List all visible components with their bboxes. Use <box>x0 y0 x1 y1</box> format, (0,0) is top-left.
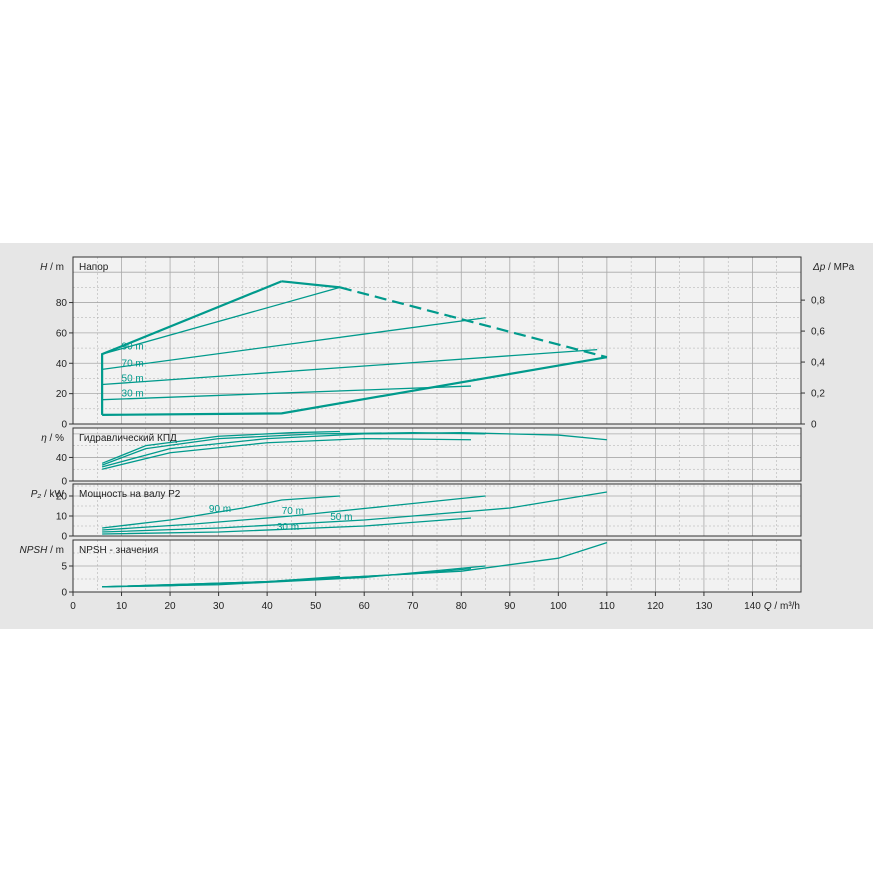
series-line-power-50m <box>102 491 607 533</box>
y-axis-title-head: H / m <box>40 262 64 273</box>
right-tick-label: 0,4 <box>811 358 825 369</box>
series-line-npsh-30m <box>102 567 472 588</box>
envelope-bottom <box>102 356 608 416</box>
panel-title-power: Мощность на валу P2 <box>79 489 181 500</box>
x-tick-label: 40 <box>262 601 274 612</box>
y-tick-label: 0 <box>61 532 67 543</box>
y-axis-title-head-unit: / m <box>47 262 64 273</box>
panel-frame <box>72 427 802 482</box>
right-tick-label: 0,8 <box>811 296 825 307</box>
right-tick-label: 0,6 <box>811 327 825 338</box>
series-line-efficiency-50m <box>101 432 607 468</box>
y-tick-label: 20 <box>56 389 68 400</box>
series-line-npsh-70m <box>102 565 486 588</box>
x-tick-label: 30 <box>213 601 225 612</box>
curve-label-power: 70 m <box>282 506 304 517</box>
right-axis-title-var: Δp <box>812 262 826 273</box>
curve-label-power: 90 m <box>209 504 231 515</box>
y-axis-title-efficiency-var: η <box>41 433 47 444</box>
x-tick-label: 130 <box>696 601 713 612</box>
right-tick-label: 0 <box>811 420 817 431</box>
x-tick-label: 110 <box>599 601 615 612</box>
pump-curve-chart: 0 20 40 60 80 Напор 0 0,2 0,4 0,6 0,8 90 m 70 m 50 m 3… <box>0 243 873 629</box>
y-tick-label: 60 <box>56 328 68 339</box>
panel-frame <box>72 256 802 425</box>
x-axis-title: Q / m³/h <box>764 601 800 612</box>
y-axis-title-npsh-unit: / m <box>47 545 64 556</box>
x-axis-title-var: Q <box>764 601 772 612</box>
panel-efficiency: 0 40 Гидравлический КПД <box>56 427 802 488</box>
series-line-power-30m <box>102 517 472 535</box>
curve-label-head: 30 m <box>122 389 144 400</box>
series-line-power-70m <box>102 495 486 531</box>
curve-label-power: 50 m <box>330 512 352 523</box>
x-tick-label: 90 <box>504 601 516 612</box>
y-tick-label: 40 <box>56 359 68 370</box>
y-axis-title-efficiency-unit: / % <box>47 433 64 444</box>
y-tick-label: 0 <box>61 420 67 431</box>
y-tick-label: 0 <box>61 588 67 599</box>
series-line-head-70m <box>102 317 486 370</box>
x-tick-label: 140 <box>744 601 761 612</box>
y-axis-title-head-var: H <box>40 262 48 273</box>
y-axis-title-power-unit: / kW <box>41 489 64 500</box>
y-axis-title-power: P₂ / kW <box>31 489 65 500</box>
envelope-solid <box>101 280 283 415</box>
series-line-efficiency-90m <box>101 430 340 464</box>
curve-label-head: 90 m <box>122 342 144 353</box>
series-line-efficiency-30m <box>101 437 471 470</box>
chart-svg: 0 20 40 60 80 Напор 0 0,2 0,4 0,6 0,8 90 m 70 m 50 m 3… <box>20 256 855 612</box>
y-tick-label: 0 <box>61 477 67 488</box>
x-tick-label: 80 <box>456 601 468 612</box>
y-tick-label: 20 <box>56 492 68 503</box>
x-tick-label: 60 <box>359 601 371 612</box>
right-tick-label: 0,2 <box>811 389 825 400</box>
panel-title-efficiency: Гидравлический КПД <box>79 433 177 444</box>
y-tick-label: 80 <box>56 298 68 309</box>
panel-title-npsh: NPSH - значения <box>79 545 158 556</box>
y-tick-label: 10 <box>56 512 68 523</box>
panel-power: 0 10 20 Мощность на валу P2 90 m 70 m 50 m 30 m <box>56 483 802 543</box>
panel-title-head: Напор <box>79 262 109 273</box>
curve-label-head: 70 m <box>122 358 144 369</box>
y-axis-title-power-var: P₂ <box>31 489 42 500</box>
y-axis-title-efficiency: η / % <box>41 433 64 444</box>
series-line-head-90m <box>101 286 341 355</box>
y-tick-label: 5 <box>61 562 67 573</box>
panel-head: 0 20 40 60 80 Напор 0 0,2 0,4 0,6 0,8 90 m 70 m 50 m 3… <box>56 256 825 431</box>
y-axis-title-npsh-var: NPSH <box>20 545 49 556</box>
right-axis-title-unit: / MPa <box>825 262 854 273</box>
panel-frame <box>72 483 802 537</box>
x-tick-label: 0 <box>70 601 76 612</box>
x-tick-label: 20 <box>165 601 177 612</box>
curve-label-head: 50 m <box>122 373 144 384</box>
envelope-dashed <box>339 286 608 359</box>
series-line-head-50m <box>102 348 598 386</box>
x-tick-label: 100 <box>550 601 567 612</box>
x-tick-label: 70 <box>407 601 419 612</box>
x-tick-label: 120 <box>647 601 664 612</box>
x-axis-title-unit: / m³/h <box>772 601 800 612</box>
y-axis-title-npsh: NPSH / m <box>20 545 64 556</box>
x-tick-label: 50 <box>310 601 322 612</box>
panel-npsh: 0 5 NPSH - значения <box>61 539 802 599</box>
series-line-head-30m <box>102 385 471 401</box>
envelope-top <box>281 280 341 289</box>
x-tick-label: 10 <box>116 601 128 612</box>
curve-label-power: 30 m <box>277 522 299 533</box>
right-axis-title: Δp / MPa <box>812 262 855 273</box>
y-tick-label: 40 <box>56 453 68 464</box>
series-line-power-90m <box>102 495 340 529</box>
